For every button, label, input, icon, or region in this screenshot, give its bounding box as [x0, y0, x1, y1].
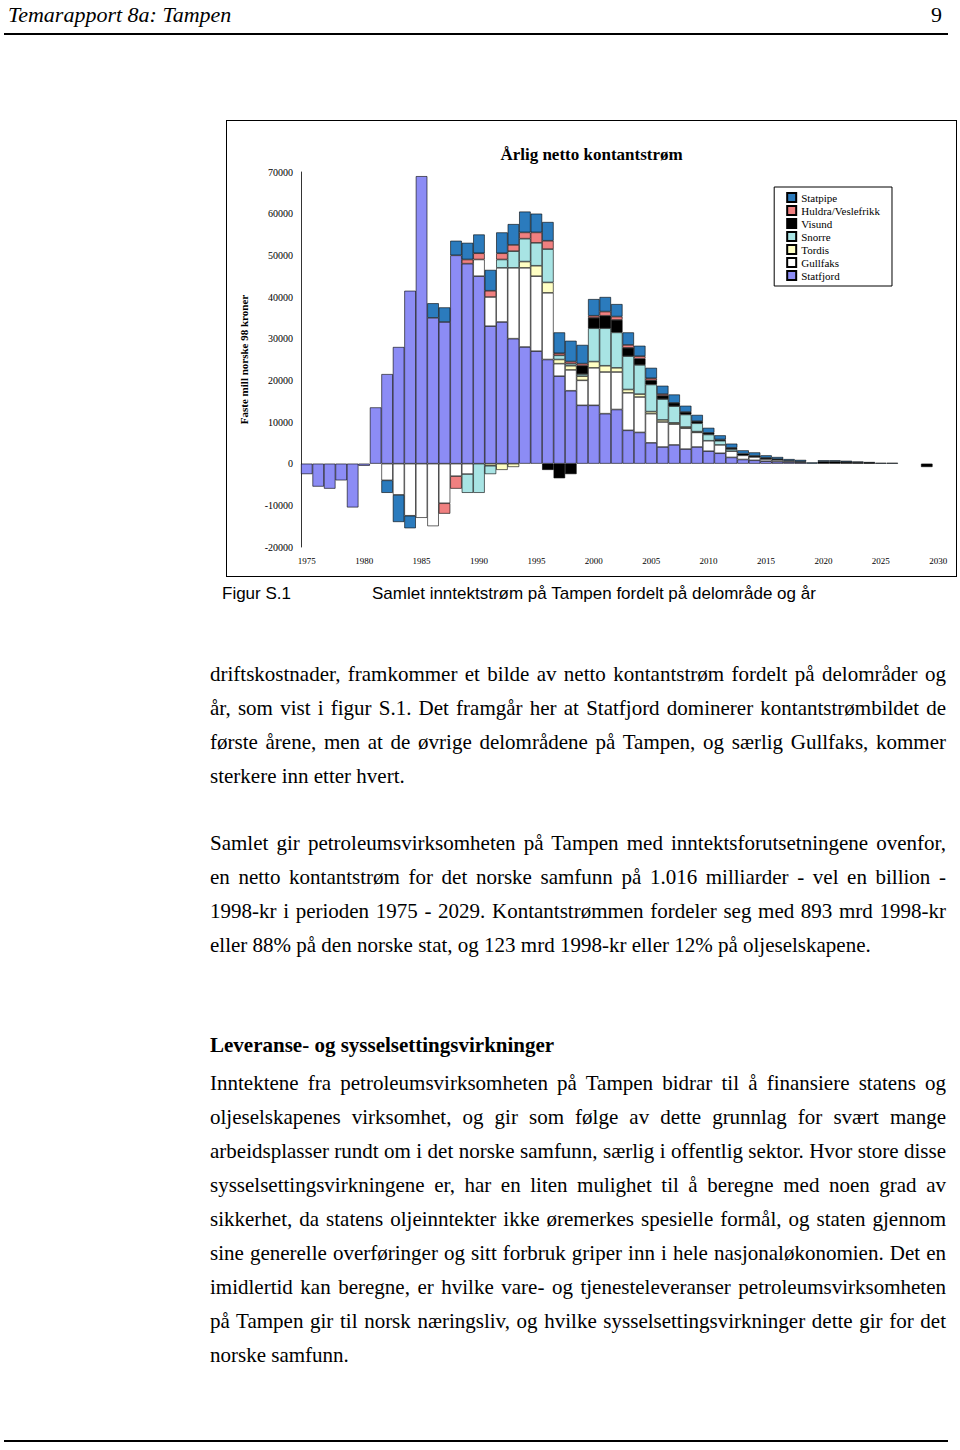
svg-text:60000: 60000: [268, 208, 293, 219]
svg-text:30000: 30000: [268, 333, 293, 344]
svg-text:Faste mill norske 98 kroner: Faste mill norske 98 kroner: [238, 295, 250, 424]
svg-text:70000: 70000: [268, 167, 293, 178]
svg-text:Tordis: Tordis: [801, 244, 829, 256]
svg-text:Gullfaks: Gullfaks: [801, 257, 839, 269]
html-text:driftskostnader, framkommer et: driftskostnader, framkommer et bilde av …: [210, 662, 946, 788]
html-text:Samlet inntektstrøm på Tampen: Samlet inntektstrøm på Tampen fordelt på…: [372, 584, 816, 603]
svg-text:0: 0: [288, 458, 293, 469]
svg-text:2015: 2015: [757, 556, 776, 566]
html-text:Temarapport 8a: Tampen: Temarapport 8a: Tampen: [8, 2, 232, 27]
html-text:Samlet gir petroleumsvirksomhe: Samlet gir petroleumsvirksomheten på Tam…: [210, 831, 946, 957]
svg-text:40000: 40000: [268, 292, 293, 303]
svg-text:Visund: Visund: [801, 218, 833, 230]
html-text:Figur S.1: Figur S.1: [222, 584, 291, 603]
svg-text:Snorre: Snorre: [801, 231, 830, 243]
svg-text:Huldra/Veslefrikk: Huldra/Veslefrikk: [801, 205, 880, 217]
html-text:Inntektene fra petroleumsvirks: Inntektene fra petroleumsvirksomheten på…: [210, 1071, 946, 1367]
svg-text:1995: 1995: [527, 556, 546, 566]
svg-text:1980: 1980: [355, 556, 374, 566]
svg-text:2010: 2010: [700, 556, 719, 566]
svg-text:2025: 2025: [872, 556, 891, 566]
svg-text:50000: 50000: [268, 250, 293, 261]
svg-text:2000: 2000: [585, 556, 604, 566]
svg-text:Statpipe: Statpipe: [801, 192, 837, 204]
svg-text:-20000: -20000: [265, 542, 293, 553]
svg-text:1985: 1985: [413, 556, 432, 566]
html-text:Leveranse- og sysselsettingsvi: Leveranse- og sysselsettingsvirkninger: [210, 1033, 555, 1057]
html-text:9: 9: [931, 2, 942, 27]
svg-text:10000: 10000: [268, 417, 293, 428]
svg-text:2030: 2030: [929, 556, 948, 566]
svg-text:2005: 2005: [642, 556, 661, 566]
svg-text:20000: 20000: [268, 375, 293, 386]
svg-text:Årlig netto kontantstrøm: Årlig netto kontantstrøm: [500, 145, 682, 164]
svg-text:-10000: -10000: [265, 500, 293, 511]
svg-text:2020: 2020: [814, 556, 833, 566]
svg-text:1990: 1990: [470, 556, 489, 566]
svg-text:1975: 1975: [298, 556, 317, 566]
svg-text:Statfjord: Statfjord: [801, 270, 840, 282]
